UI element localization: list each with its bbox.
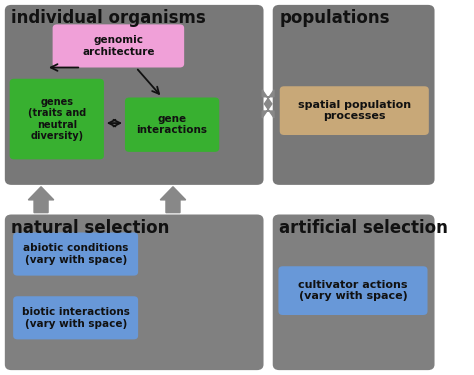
FancyArrow shape bbox=[28, 187, 54, 213]
FancyArrow shape bbox=[160, 187, 186, 213]
Text: populations: populations bbox=[279, 9, 390, 27]
Text: artificial selection: artificial selection bbox=[279, 219, 448, 237]
FancyBboxPatch shape bbox=[5, 214, 264, 370]
FancyBboxPatch shape bbox=[280, 86, 429, 135]
FancyBboxPatch shape bbox=[53, 24, 184, 68]
FancyBboxPatch shape bbox=[13, 232, 138, 276]
FancyBboxPatch shape bbox=[273, 214, 435, 370]
Text: biotic interactions
(vary with space): biotic interactions (vary with space) bbox=[22, 307, 129, 328]
Text: cultivator actions
(vary with space): cultivator actions (vary with space) bbox=[298, 280, 408, 302]
Text: genes
(traits and
neutral
diversity): genes (traits and neutral diversity) bbox=[27, 97, 86, 141]
FancyBboxPatch shape bbox=[278, 266, 428, 315]
FancyArrow shape bbox=[262, 90, 272, 118]
FancyBboxPatch shape bbox=[5, 5, 264, 185]
FancyBboxPatch shape bbox=[13, 296, 138, 339]
FancyBboxPatch shape bbox=[273, 5, 435, 185]
Text: spatial population
processes: spatial population processes bbox=[298, 100, 411, 122]
Text: genomic
architecture: genomic architecture bbox=[82, 35, 155, 57]
FancyBboxPatch shape bbox=[9, 79, 104, 159]
FancyArrow shape bbox=[264, 90, 274, 118]
Text: abiotic conditions
(vary with space): abiotic conditions (vary with space) bbox=[23, 243, 128, 265]
Text: individual organisms: individual organisms bbox=[11, 9, 206, 27]
Text: natural selection: natural selection bbox=[11, 219, 170, 237]
FancyBboxPatch shape bbox=[125, 98, 219, 152]
Text: gene
interactions: gene interactions bbox=[137, 114, 208, 135]
